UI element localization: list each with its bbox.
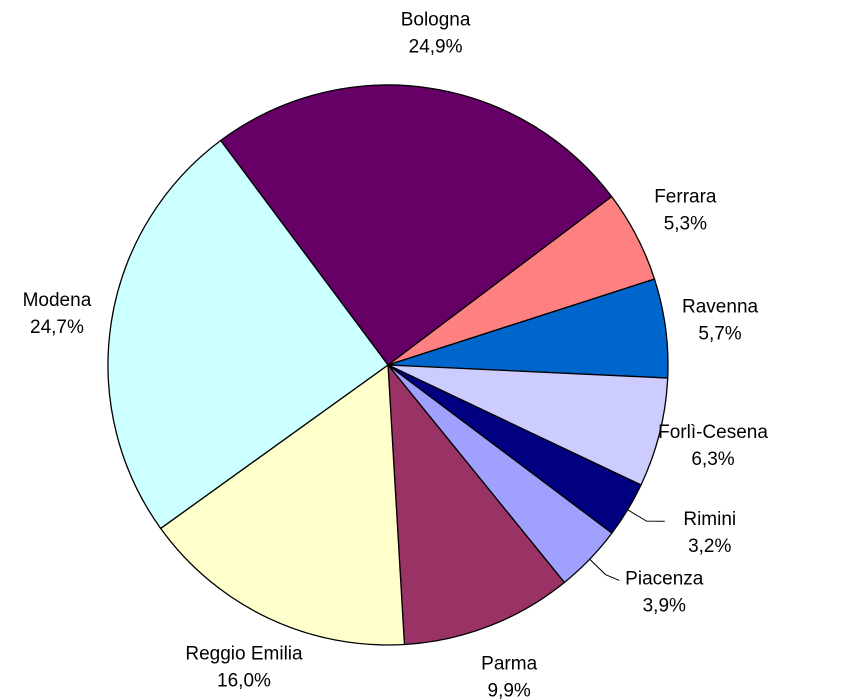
slice-value-label: 24,9% <box>409 36 463 57</box>
slice-value-label: 16,0% <box>217 670 271 691</box>
slice-value-label: 5,7% <box>698 324 741 345</box>
slice-value-label: 6,3% <box>691 449 734 470</box>
slice-label: Ravenna <box>682 297 758 318</box>
slice-value-label: 24,7% <box>30 317 84 338</box>
slice-value-label: 9,9% <box>488 680 531 700</box>
slice-label: Forlì-Cesena <box>658 422 768 443</box>
slice-label: Piacenza <box>625 568 704 589</box>
pie-slice <box>159 363 406 646</box>
slice-label: Modena <box>23 290 92 311</box>
slice-value-label: 3,9% <box>643 595 686 616</box>
slice-label: Bologna <box>401 9 471 30</box>
slice-value-label: 5,3% <box>664 214 707 235</box>
slice-value-label: 3,2% <box>688 536 731 557</box>
pie-slice <box>387 363 566 646</box>
slice-label: Parma <box>481 653 537 674</box>
pie-slice <box>219 84 613 366</box>
slice-label: Rimini <box>683 509 736 530</box>
leader-line <box>627 509 665 522</box>
leader-line <box>589 558 620 581</box>
pie-slice <box>107 139 389 530</box>
slice-label: Ferrara <box>654 187 717 208</box>
slice-label: Reggio Emilia <box>185 643 303 664</box>
